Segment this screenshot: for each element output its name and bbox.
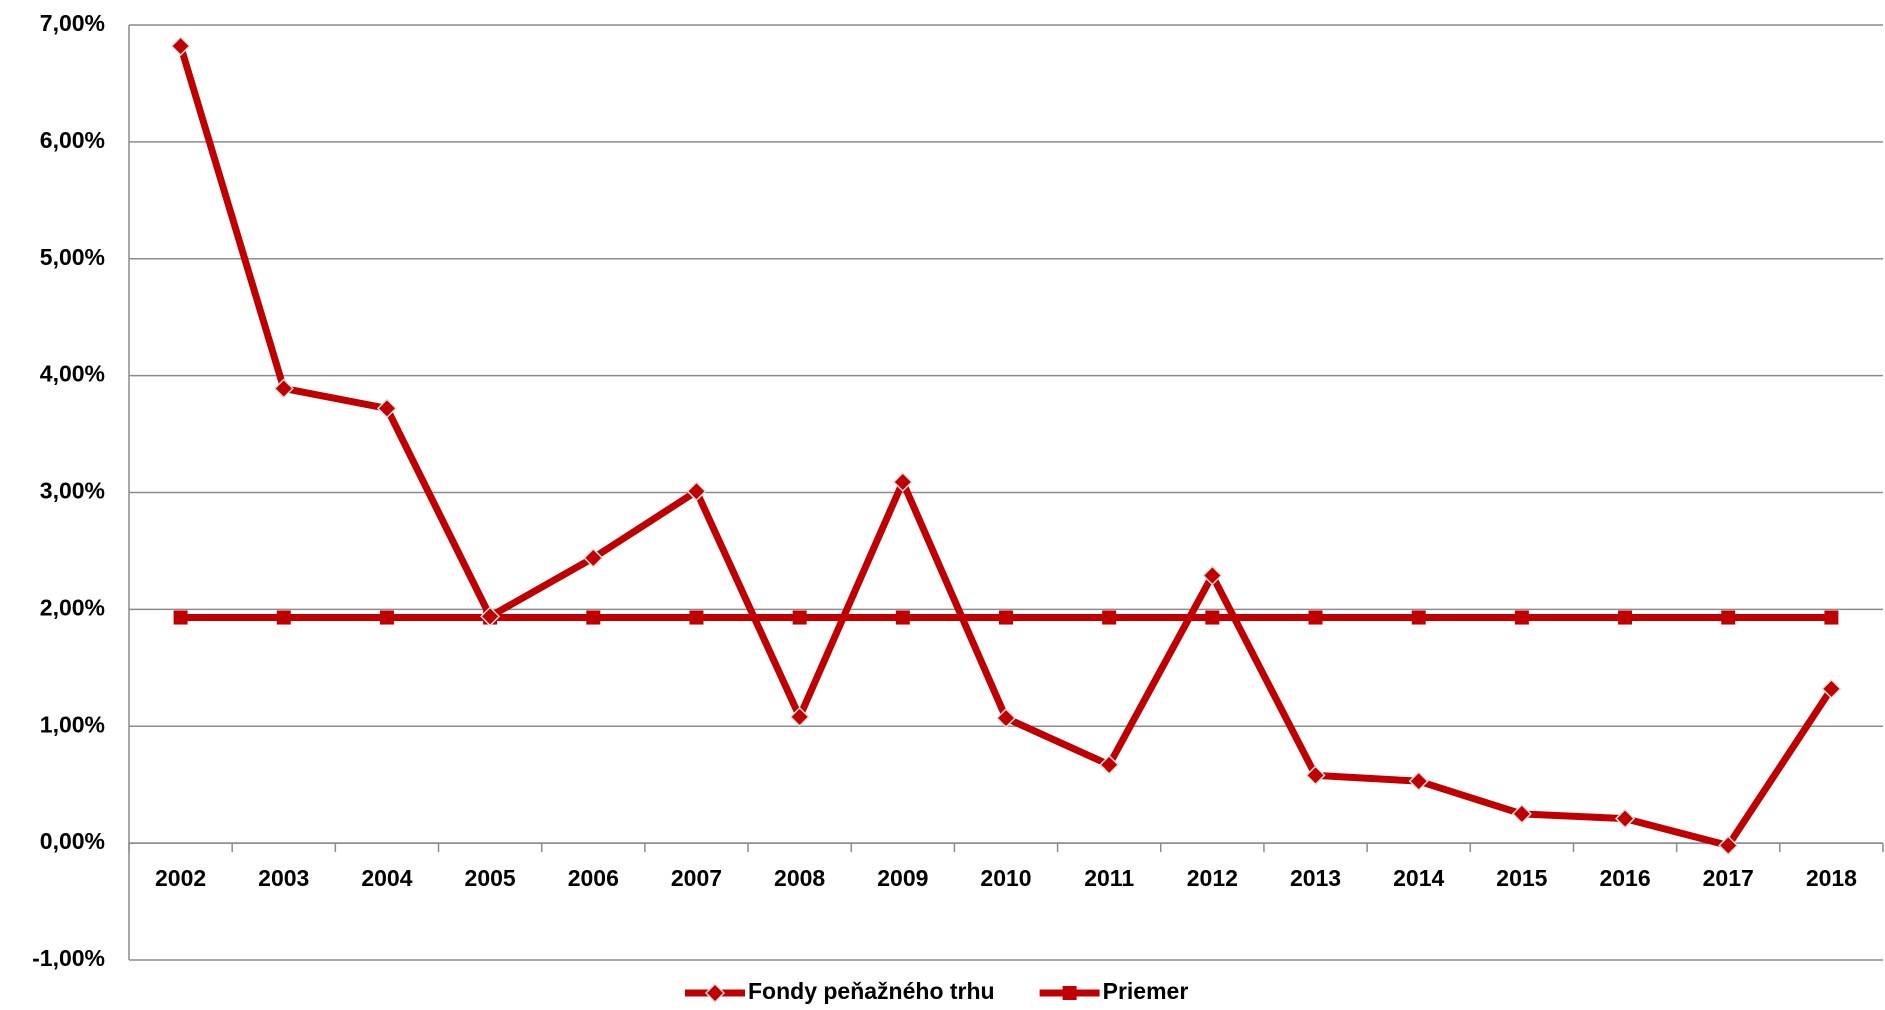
y-tick-label: 2,00% (40, 594, 105, 620)
x-tick-label: 2011 (1084, 865, 1134, 891)
y-tick-label: 5,00% (40, 244, 105, 270)
y-tick-label: 6,00% (40, 127, 105, 153)
x-tick-label: 2002 (155, 865, 206, 891)
marker (480, 606, 501, 627)
x-tick-label: 2006 (568, 865, 619, 891)
y-tick-label: 0,00% (40, 828, 105, 854)
marker (1721, 610, 1736, 625)
marker (276, 610, 291, 625)
marker (376, 398, 398, 419)
x-tick-label: 2016 (1599, 865, 1650, 891)
marker (995, 708, 1017, 729)
marker (1514, 610, 1529, 625)
marker (895, 610, 910, 625)
marker (1411, 610, 1426, 625)
legend-marker (1062, 986, 1077, 1000)
legend-marker (704, 982, 726, 1004)
marker (789, 706, 810, 727)
marker (173, 610, 188, 625)
marker (1205, 610, 1220, 625)
marker (999, 610, 1013, 625)
marker (1618, 610, 1633, 625)
marker (586, 610, 601, 625)
marker (1821, 678, 1842, 699)
y-tick-label: 3,00% (40, 478, 105, 504)
y-tick-label: 7,00% (40, 10, 105, 36)
marker (583, 547, 604, 569)
y-tick-label: 4,00% (40, 361, 105, 387)
marker (1718, 835, 1739, 856)
marker (686, 481, 707, 502)
y-tick-label: 1,00% (40, 711, 105, 737)
marker (1614, 808, 1636, 829)
marker (1305, 765, 1326, 786)
legend-label: Fondy peňažného trhu (748, 978, 995, 1004)
marker (1202, 565, 1223, 586)
x-tick-label: 2003 (258, 865, 309, 891)
marker (689, 610, 704, 625)
x-tick-label: 2012 (1187, 865, 1238, 891)
x-tick-label: 2017 (1703, 865, 1754, 891)
marker (273, 378, 294, 399)
legend-label: Priemer (1103, 978, 1189, 1004)
x-tick-label: 2018 (1806, 865, 1857, 891)
x-tick-label: 2005 (465, 865, 516, 891)
marker (792, 610, 807, 625)
x-tick-label: 2008 (774, 865, 825, 891)
x-tick-label: 2010 (980, 865, 1031, 891)
x-tick-label: 2004 (361, 865, 412, 891)
marker (892, 471, 913, 493)
legend: Fondy peňažného trhu Priemer (685, 978, 1188, 1004)
marker (379, 610, 394, 625)
x-tick-label: 2014 (1393, 865, 1444, 891)
marker (1824, 610, 1839, 625)
marker (1099, 754, 1120, 775)
marker (1102, 610, 1117, 625)
marker (1511, 803, 1532, 824)
x-tick-label: 2013 (1290, 865, 1341, 891)
marker (1308, 610, 1323, 625)
y-tick-label: -1,00% (32, 945, 105, 971)
marker (170, 35, 191, 57)
x-tick-label: 2007 (671, 865, 722, 891)
x-tick-label: 2009 (877, 865, 928, 891)
marker (1408, 771, 1429, 792)
x-tick-label: 2015 (1496, 865, 1547, 891)
